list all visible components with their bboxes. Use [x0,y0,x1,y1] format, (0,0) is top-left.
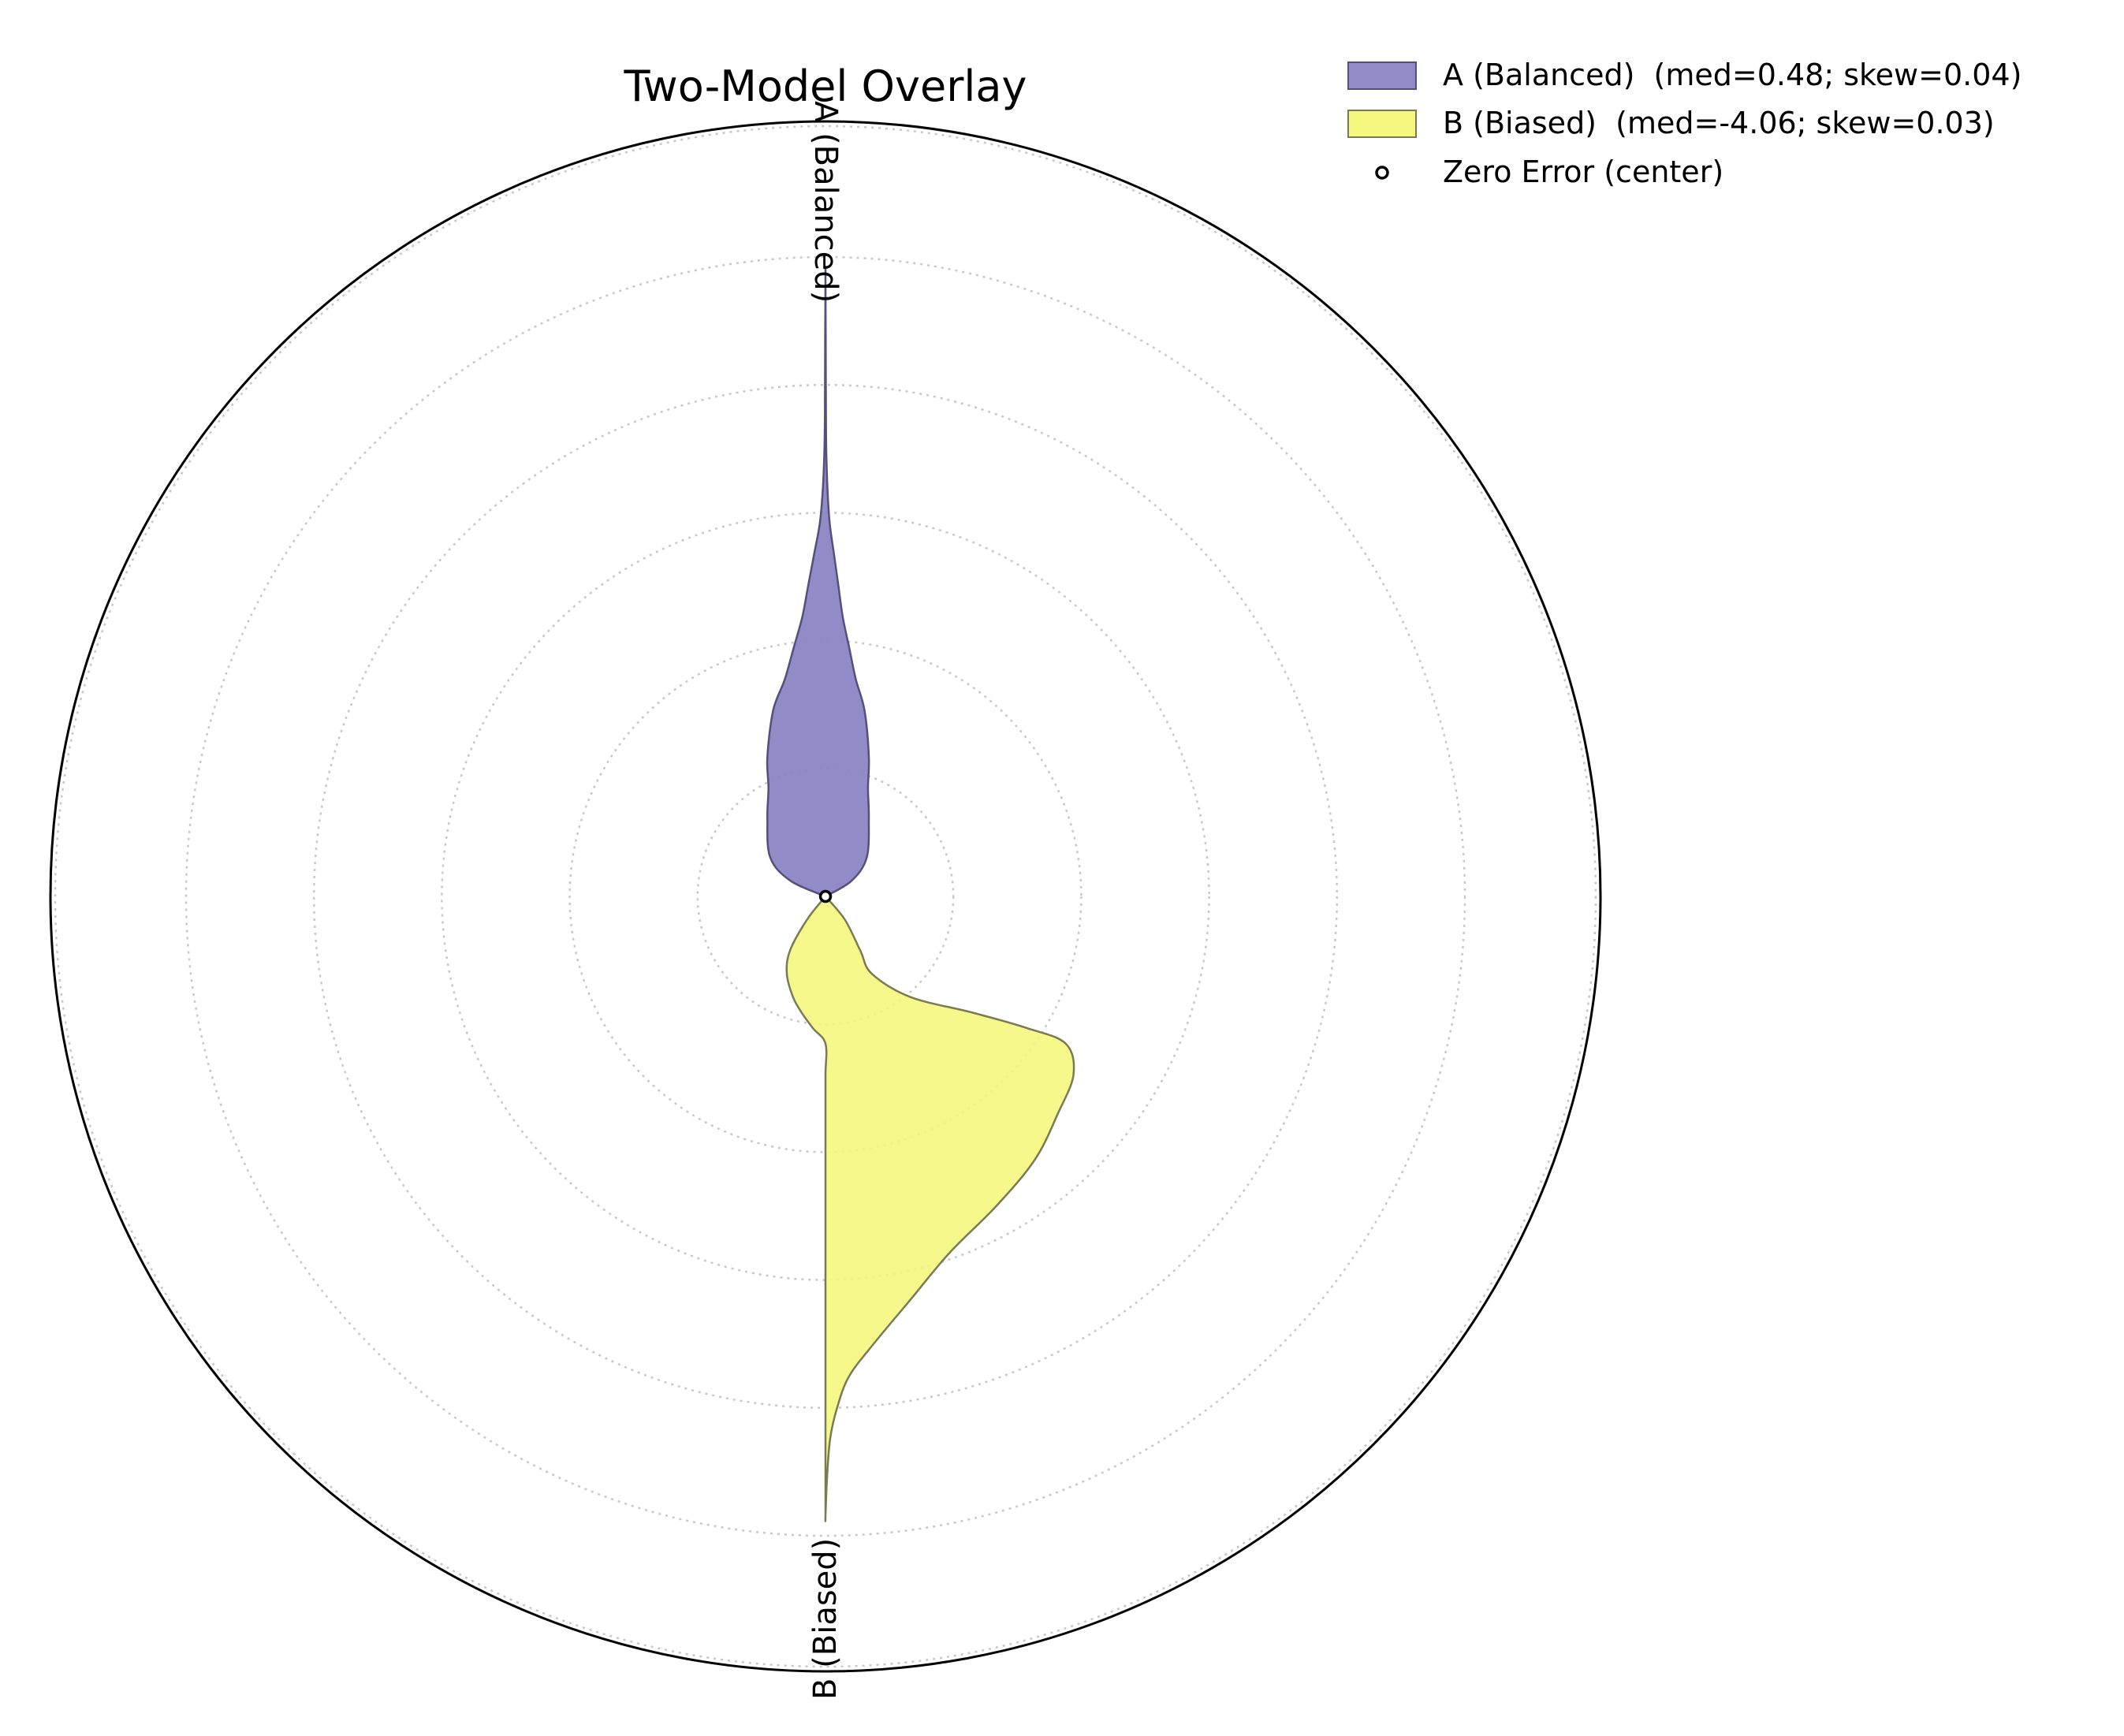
grid-ring [568,639,1082,1153]
legend-swatch-a [1347,61,1417,90]
violin-layer [766,267,1075,1522]
legend-swatch-b [1347,110,1417,138]
legend-marker-zero [1375,166,1389,180]
legend-label-b: B (Biased) (med=-4.06; skew=0.03) [1443,106,1995,140]
violin-a [766,267,870,900]
violin-b [785,892,1075,1522]
grid-ring [184,255,1466,1537]
legend: A (Balanced) (med=0.48; skew=0.04) B (Bi… [1347,58,2022,189]
legend-label-a: A (Balanced) (med=0.48; skew=0.04) [1443,58,2022,92]
chart-title: Two-Model Overlay [624,61,1027,111]
legend-label-zero: Zero Error (center) [1443,155,1723,189]
polar-frame [49,120,1602,1673]
zero-error-marker [818,889,833,903]
axis-label-b: B (Biased) [807,1538,844,1700]
axis-label-a: A (Balanced) [807,101,844,303]
grid-ring [54,125,1597,1668]
